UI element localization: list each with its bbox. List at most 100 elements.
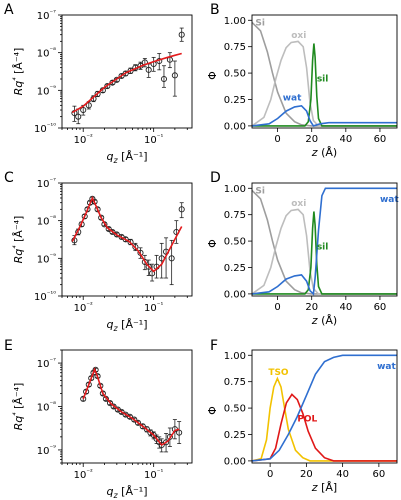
panel-d-x-tick-label: 60 — [374, 302, 387, 313]
panel-f: F TSO POL wat 0 20 40 60 0.00 0.25 0.50 0.75 1.00 z [… — [206, 338, 398, 494]
panel-d-label-sil: sil — [317, 242, 329, 252]
panel-f-series-tso — [252, 376, 397, 462]
panel-c-data-point — [168, 255, 175, 262]
panel-e-x-tick-label: 10⁻² — [74, 468, 93, 481]
panel-d-series-sil — [252, 211, 397, 295]
panel-e-y-tick-label: 10⁻⁸ — [37, 401, 56, 414]
panel-e-data-point — [118, 408, 125, 415]
panel-a-data-point — [178, 31, 185, 38]
panel-b-series-oxi — [252, 40, 397, 127]
panel-a-x-axis-label: qz [Å⁻¹] — [106, 150, 147, 165]
panel-f-y-tick-label: 1.00 — [224, 351, 246, 362]
panel-b-plot-area — [252, 21, 397, 127]
panel-c-data-point — [113, 231, 120, 238]
panel-f-label-wat: wat — [377, 362, 396, 372]
panel-b-label-si: Si — [255, 18, 265, 28]
panel-c-y-tick-label: 10⁻⁹ — [37, 252, 56, 265]
panel-c-letter: C — [4, 170, 14, 186]
panel-a-data-point — [94, 90, 101, 98]
panel-f-series-wat — [252, 354, 397, 462]
panel-a-fit-line — [71, 52, 182, 114]
panel-c-frame — [61, 182, 193, 297]
panel-d-x-tick-label: 40 — [339, 302, 352, 313]
panel-a-y-tick-label: 10⁻¹⁰ — [34, 122, 56, 135]
panel-e-plot-area — [80, 366, 183, 453]
panel-d-plot-area — [252, 187, 397, 296]
panel-a-data-point — [127, 67, 134, 74]
panel-a-data-point — [80, 106, 87, 114]
panel-a-data-point — [145, 66, 152, 73]
panel-a-data-point — [122, 70, 129, 77]
panel-c-data-point — [178, 206, 185, 213]
panel-c-plot-area — [71, 195, 185, 286]
panel-e-data-point — [143, 426, 150, 433]
panel-f-y-axis-label: Φ — [206, 406, 219, 415]
panel-f-x-tick-label: 20 — [300, 469, 313, 480]
panel-b-y-tick-label: 1.00 — [224, 16, 246, 27]
panel-c-y-tick-label: 10⁻⁷ — [37, 177, 56, 190]
panel-d-y-tick-label: 1.00 — [224, 184, 246, 195]
panel-e: E 10⁻² 10⁻¹ 10⁻⁹ 10⁻⁸ 10⁻⁷ qz [Å⁻¹] Rq⁴ [Å⁻⁴] — [4, 338, 193, 500]
panel-f-plot-area — [252, 354, 397, 462]
panel-e-data-point — [83, 388, 90, 395]
panel-b-series-sil — [252, 43, 397, 127]
panel-e-data-point — [110, 403, 117, 410]
panel-f-x-tick-label: 0 — [267, 469, 273, 480]
panel-c-data-point — [81, 213, 88, 220]
panel-e-data-point — [80, 395, 87, 402]
panel-c: C 10⁻² 10⁻¹ 10⁻¹⁰ 10⁻⁹ 10⁻⁸ 10⁻⁷ qz [Å⁻¹] Rq⁴ [Å… — [4, 170, 193, 333]
panel-d-x-tick-label: 0 — [274, 302, 280, 313]
panel-e-data-point — [85, 381, 92, 388]
panel-b-y-tick-label: 0.25 — [224, 95, 246, 106]
panel-d-series-oxi — [252, 208, 397, 295]
panel-c-data-point — [122, 236, 129, 243]
panel-c-data-point — [94, 206, 101, 213]
panel-f-x-tick-label: 40 — [336, 469, 349, 480]
panel-c-x-axis-label: qz [Å⁻¹] — [106, 318, 147, 333]
panel-b: B Si oxi sil wat 0 20 40 60 0.00 0.25 0.50 0.75 1.00 z… — [206, 2, 398, 159]
panel-c-x-tick-label: 10⁻² — [74, 301, 93, 314]
panel-a-data-point — [85, 102, 92, 109]
panel-f-x-axis-label: z [Å] — [311, 481, 337, 494]
panel-c-data-point — [105, 225, 112, 233]
panel-c-y-axis-label: Rq⁴ [Å⁻⁴] — [11, 216, 25, 264]
panel-d: D Si oxi sil wat 0 20 40 60 0.00 0.25 0.50 0.75 1.00 z… — [206, 170, 399, 327]
panel-f-label-tso: TSO — [268, 368, 289, 378]
panel-f-frame — [251, 349, 398, 464]
panel-e-fit-line — [82, 367, 180, 447]
panel-c-x-tick-label: 10⁻¹ — [144, 301, 163, 314]
panel-f-y-tick-label: 0.75 — [224, 377, 246, 388]
panel-b-letter: B — [210, 2, 220, 18]
panel-c-data-point — [127, 239, 134, 246]
panel-e-data-point — [158, 441, 165, 449]
panel-a-plot-area — [71, 27, 185, 125]
panel-c-data-point — [98, 214, 105, 221]
panel-a-x-tick-label: 10⁻² — [74, 133, 93, 146]
panel-b-series-wat — [252, 104, 397, 127]
panel-a-letter: A — [4, 2, 14, 18]
panel-e-data-point — [88, 375, 95, 382]
panel-b-label-wat: wat — [283, 93, 302, 103]
panel-d-letter: D — [210, 170, 221, 186]
panel-d-x-axis-label: z (Å) — [311, 314, 337, 327]
panel-f-letter: F — [210, 338, 218, 354]
panel-b-x-tick-label: 40 — [339, 134, 352, 145]
panel-d-label-oxi: oxi — [291, 199, 306, 209]
panel-e-data-point — [126, 413, 133, 420]
panel-e-data-point — [131, 416, 138, 423]
panel-b-x-tick-label: 0 — [274, 134, 280, 145]
panel-e-frame — [61, 349, 193, 464]
panel-b-x-tick-label: 60 — [374, 134, 387, 145]
panel-e-y-tick-label: 10⁻⁷ — [37, 357, 56, 370]
panel-e-x-axis-label: qz [Å⁻¹] — [106, 485, 147, 500]
panel-e-data-point — [134, 419, 142, 426]
panel-b-x-tick-label: 20 — [305, 134, 318, 145]
panel-d-series-si — [252, 189, 397, 295]
panel-b-y-tick-label: 0.00 — [224, 121, 246, 132]
panel-d-y-tick-label: 0.50 — [224, 237, 246, 248]
panel-b-label-oxi: oxi — [291, 31, 306, 41]
panel-d-y-tick-label: 0.25 — [224, 263, 246, 274]
panel-d-frame — [251, 182, 398, 297]
panel-a-data-point — [171, 72, 178, 79]
